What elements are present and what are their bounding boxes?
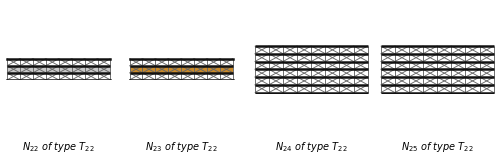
Text: $N_{23}$ of type $T_{22}$: $N_{23}$ of type $T_{22}$: [145, 140, 218, 154]
Text: $N_{24}$ of type $T_{22}$: $N_{24}$ of type $T_{22}$: [275, 140, 347, 154]
Bar: [130, 66, 233, 73]
Text: $N_{22}$ of type $T_{22}$: $N_{22}$ of type $T_{22}$: [22, 140, 95, 154]
Text: $N_{25}$ of type $T_{22}$: $N_{25}$ of type $T_{22}$: [401, 140, 473, 154]
Bar: [7, 66, 110, 73]
